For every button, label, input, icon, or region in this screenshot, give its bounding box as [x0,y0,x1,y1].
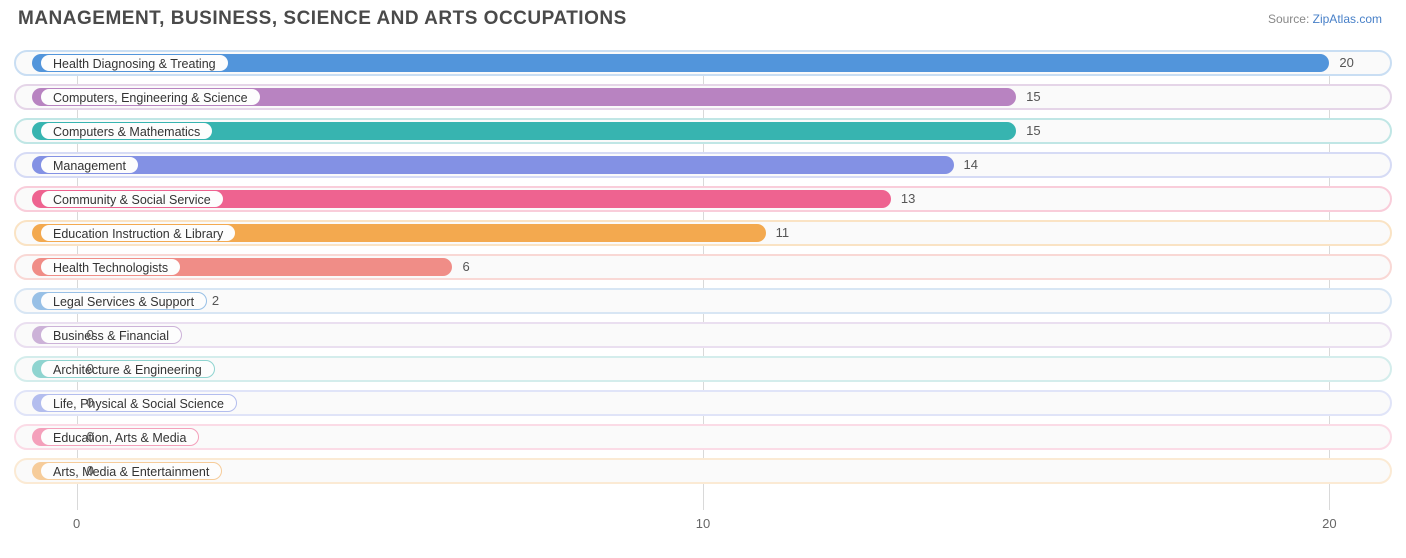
x-tick-label: 0 [73,516,80,531]
chart-row: Health Technologists 6 [14,250,1392,284]
bar-track [14,288,1392,314]
category-badge: Computers, Engineering & Science [40,88,261,106]
chart-row: Business & Financial0 [14,318,1392,352]
value-label: 0 [87,462,94,480]
category-badge: Computers & Mathematics [40,122,213,140]
bar-track [14,322,1392,348]
chart-row: Computers & Mathematics 15 [14,114,1392,148]
chart-source: Source: ZipAtlas.com [1268,12,1382,26]
value-label: 14 [964,156,978,174]
category-badge: Health Technologists [40,258,181,276]
chart-area: Health Diagnosing & Treating20Computers,… [14,46,1392,546]
category-badge: Arts, Media & Entertainment [40,462,222,480]
value-label: 15 [1026,88,1040,106]
bar-track [14,356,1392,382]
chart-row: Life, Physical & Social Science0 [14,386,1392,420]
value-label: 11 [776,224,790,242]
value-label: 0 [87,428,94,446]
value-label: 0 [87,360,94,378]
x-axis: 0 10 20 [14,510,1392,546]
category-badge: Business & Financial [40,326,182,344]
x-tick-label: 10 [696,516,710,531]
chart-row: Legal Services & Support 2 [14,284,1392,318]
category-badge: Health Diagnosing & Treating [40,54,229,72]
chart-row: Health Diagnosing & Treating 20 [14,46,1392,80]
value-label: 2 [212,292,219,310]
category-badge: Community & Social Service [40,190,224,208]
chart-row: Education Instruction & Library 11 [14,216,1392,250]
x-tick-label: 20 [1322,516,1336,531]
chart-row: Management 14 [14,148,1392,182]
chart-header: MANAGEMENT, BUSINESS, SCIENCE AND ARTS O… [0,0,1406,30]
chart-row: Architecture & Engineering0 [14,352,1392,386]
category-badge: Management [40,156,139,174]
category-badge: Legal Services & Support [40,292,207,310]
source-prefix: Source: [1268,12,1313,26]
chart-row: Education, Arts & Media0 [14,420,1392,454]
chart-row: Community & Social Service 13 [14,182,1392,216]
category-badge: Architecture & Engineering [40,360,215,378]
chart-plot: Health Diagnosing & Treating20Computers,… [14,46,1392,510]
value-label: 20 [1339,54,1353,72]
value-label: 15 [1026,122,1040,140]
category-badge: Education Instruction & Library [40,224,236,242]
bar [32,156,954,174]
value-label: 0 [87,326,94,344]
chart-row: Computers, Engineering & Science 15 [14,80,1392,114]
category-badge: Life, Physical & Social Science [40,394,237,412]
chart-row: Arts, Media & Entertainment0 [14,454,1392,488]
value-label: 6 [462,258,469,276]
value-label: 13 [901,190,915,208]
bar-track [14,424,1392,450]
chart-title: MANAGEMENT, BUSINESS, SCIENCE AND ARTS O… [18,8,627,30]
category-badge: Education, Arts & Media [40,428,199,446]
source-link[interactable]: ZipAtlas.com [1313,12,1382,26]
value-label: 0 [87,394,94,412]
